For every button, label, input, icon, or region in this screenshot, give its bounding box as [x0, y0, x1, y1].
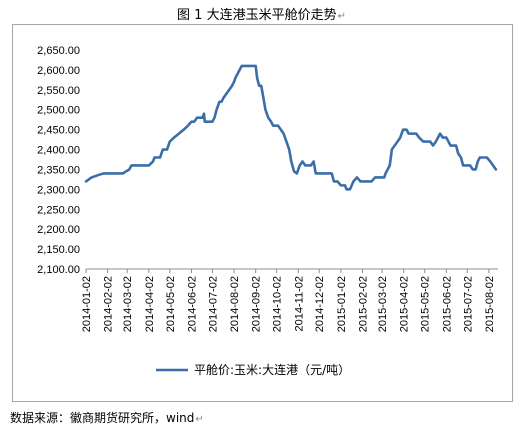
y-axis: 2,100.00 2,150.00 2,200.00 2,250.00 2,300.00…	[37, 45, 80, 276]
x-tick-label: 2015-01-02	[336, 276, 348, 332]
x-tick-label: 2014-10-02	[272, 276, 284, 332]
x-tick-label: 2015-02-02	[358, 276, 370, 332]
series-line	[84, 64, 498, 191]
x-tick-label: 2015-04-02	[399, 276, 411, 332]
x-tick-label: 2014-06-02	[186, 276, 198, 332]
y-tick-label: 2,450.00	[37, 125, 80, 137]
y-tick-label: 2,200.00	[37, 224, 80, 236]
x-tick-label: 2014-12-02	[314, 276, 326, 332]
x-axis: 2014-01-02 2014-02-02 2014-03-02 2014-04-02…	[81, 268, 498, 332]
y-tick-label: 2,100.00	[37, 264, 80, 276]
data-source-text: 数据来源：徽商期货研究所，wind	[10, 411, 195, 425]
data-source-note: 数据来源：徽商期货研究所，wind↵	[10, 409, 204, 426]
x-tick-label: 2015-05-02	[420, 276, 432, 332]
series-layer	[84, 64, 498, 191]
y-tick-label: 2,650.00	[37, 45, 80, 57]
x-tick-label: 2014-07-02	[207, 276, 219, 332]
figure-title: 图 1 大连港玉米平舱价走势↵	[0, 4, 523, 23]
x-tick-label: 2015-07-02	[462, 276, 474, 332]
x-tick-label: 2014-11-02	[293, 276, 305, 331]
x-tick-label: 2014-08-02	[229, 276, 241, 332]
legend-label: 平舱价:玉米:大连港（元/吨）	[194, 362, 350, 377]
price-line-chart: 2,100.00 2,150.00 2,200.00 2,250.00 2,300.00…	[37, 45, 498, 377]
x-tick-label: 2014-02-02	[103, 276, 115, 332]
paragraph-mark-icon: ↵	[337, 11, 346, 22]
y-tick-label: 2,500.00	[37, 105, 80, 117]
y-tick-label: 2,600.00	[37, 65, 80, 77]
y-tick-label: 2,250.00	[37, 204, 80, 216]
y-tick-label: 2,350.00	[37, 164, 80, 176]
x-tick-label: 2014-09-02	[251, 276, 263, 332]
y-tick-label: 2,550.00	[37, 85, 80, 97]
x-tick-label: 2015-08-02	[484, 276, 496, 332]
x-tick-label: 2014-01-02	[81, 276, 93, 332]
x-tick-label: 2014-05-02	[165, 276, 177, 332]
y-tick-label: 2,400.00	[37, 145, 80, 157]
x-tick-label: 2014-04-02	[144, 276, 156, 332]
figure-title-text: 图 1 大连港玉米平舱价走势	[177, 8, 337, 23]
x-tick-label: 2015-03-02	[377, 276, 389, 332]
x-tick-label: 2014-03-02	[122, 276, 134, 332]
y-tick-label: 2,300.00	[37, 184, 80, 196]
chart-legend: 平舱价:玉米:大连港（元/吨）	[156, 362, 350, 377]
y-tick-label: 2,150.00	[37, 244, 80, 256]
x-tick-label: 2015-06-02	[441, 276, 453, 332]
paragraph-mark-icon: ↵	[195, 414, 204, 425]
